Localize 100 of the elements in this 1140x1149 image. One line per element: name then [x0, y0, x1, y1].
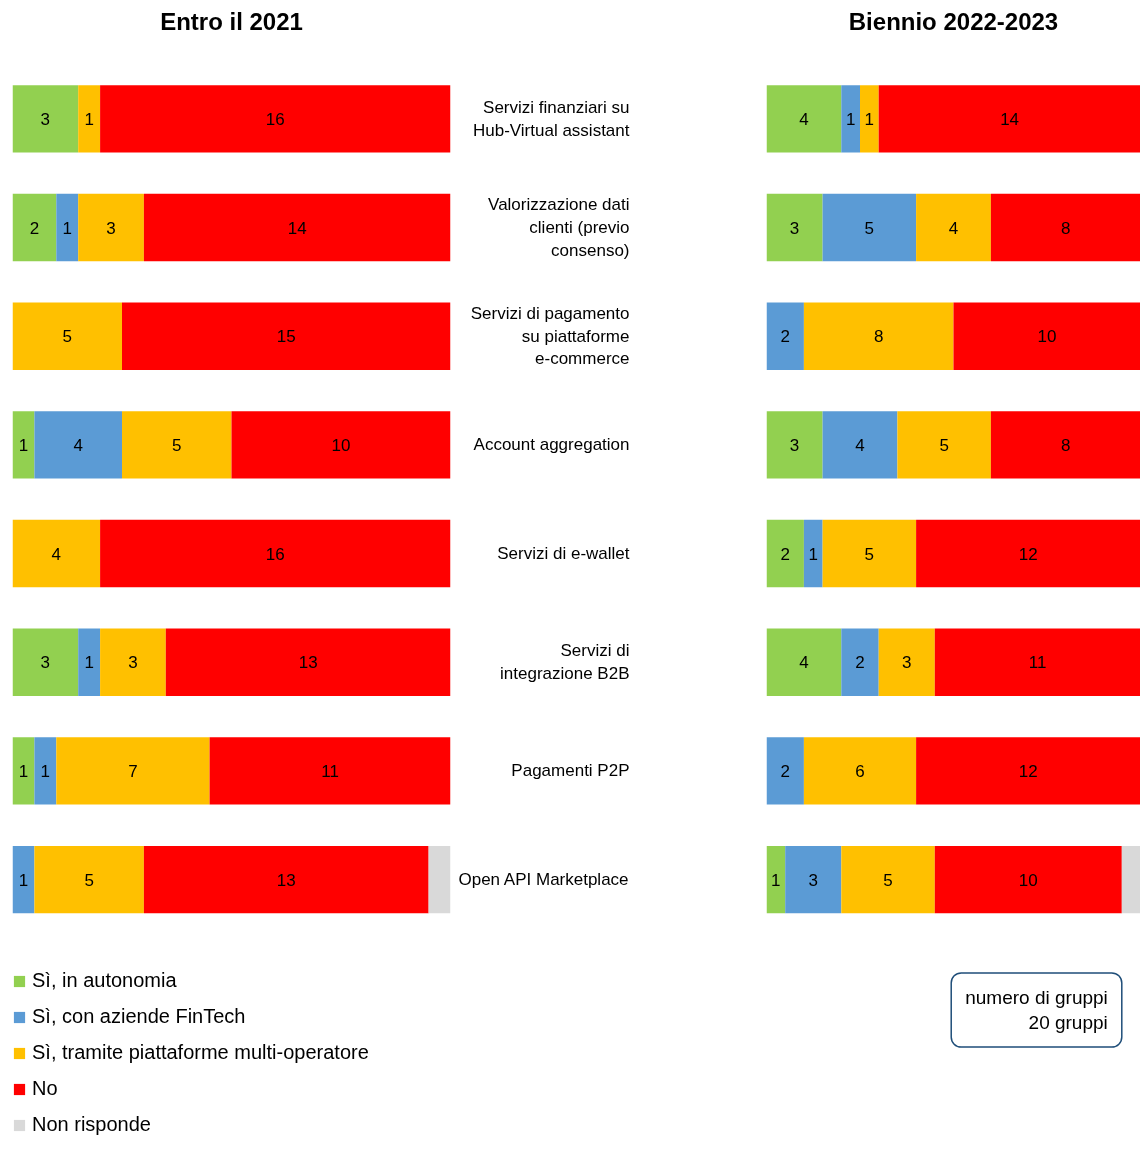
data-label: 1	[40, 761, 51, 781]
data-label: 5	[939, 435, 949, 455]
y-tick-label: Servizi di pagamento su piattaforme e-commerce	[470, 303, 630, 369]
data-label: 3	[40, 653, 51, 673]
data-label: 3	[128, 653, 138, 673]
data-label: 5	[864, 218, 875, 238]
data-label: 12	[1018, 544, 1038, 564]
bar	[766, 302, 804, 370]
bar	[822, 193, 917, 262]
data-label: 2	[780, 544, 790, 564]
data-label: 10	[331, 435, 351, 455]
data-label: 14	[1000, 109, 1020, 129]
legend-label: Sì, con aziende FinTech	[32, 1005, 246, 1028]
bar	[122, 411, 232, 479]
data-label: 4	[948, 218, 959, 238]
bar	[12, 411, 35, 479]
data-label: 1	[845, 109, 856, 129]
bar	[766, 737, 804, 805]
data-label: 3	[789, 218, 800, 238]
bar	[841, 628, 879, 696]
data-label: 11	[321, 761, 339, 781]
bar	[78, 85, 101, 153]
bar	[12, 193, 57, 262]
bar	[12, 302, 122, 370]
data-label: 1	[18, 435, 29, 455]
data-label: 1	[62, 218, 72, 238]
bar	[34, 845, 144, 914]
bar	[897, 411, 991, 479]
data-label: 3	[106, 218, 116, 238]
y-tick-label: Valorizzazione dati clienti (previo consenso)	[488, 195, 630, 260]
bar	[822, 411, 898, 479]
y-tick-label: Servizi di e-wallet	[497, 544, 630, 564]
data-label: 2	[29, 218, 40, 238]
bar	[12, 628, 79, 696]
data-label: 4	[799, 653, 809, 673]
data-label: 5	[84, 870, 94, 890]
bar	[878, 628, 935, 696]
bar	[766, 628, 842, 696]
chart-title: Entro il 2021	[160, 7, 303, 35]
y-tick-label: Account aggregation	[473, 435, 630, 455]
bar	[100, 628, 166, 696]
data-label: 1	[808, 544, 818, 564]
bar	[841, 85, 860, 153]
legend-label: Sì, tramite piattaforme multi-operatore	[32, 1041, 369, 1064]
legend-label: Sì, in autonomia	[32, 969, 177, 992]
data-label: 7	[128, 761, 138, 781]
bar	[934, 628, 1140, 696]
data-label: 5	[62, 327, 72, 347]
bar	[34, 411, 122, 479]
data-label: 2	[855, 653, 865, 673]
data-label: 11	[1028, 653, 1047, 673]
data-label: 1	[18, 870, 29, 890]
y-tick-label: Servizi di integrazione B2B	[500, 641, 630, 684]
bar	[766, 193, 823, 262]
bar	[428, 845, 451, 914]
data-label: 15	[276, 327, 296, 347]
bar	[916, 519, 1140, 588]
data-label: 8	[1060, 435, 1071, 455]
data-label: 1	[84, 653, 94, 673]
data-label: 16	[265, 109, 285, 129]
bar	[12, 845, 35, 914]
bar	[785, 845, 842, 914]
data-label: 1	[864, 109, 875, 129]
data-label: 4	[799, 109, 809, 129]
bar	[841, 845, 935, 914]
data-label: 1	[18, 761, 29, 781]
data-label: 6	[855, 761, 865, 781]
text: numero di gruppi 20 gruppi	[965, 986, 1108, 1034]
data-label: 8	[873, 327, 884, 347]
chart-title: Biennio 2022-2023	[848, 7, 1059, 35]
data-label: 1	[84, 109, 94, 129]
bar	[990, 411, 1140, 479]
bar	[100, 85, 451, 153]
data-label: 10	[1037, 327, 1057, 347]
bar	[990, 193, 1140, 262]
data-label: 2	[780, 761, 790, 781]
bar	[916, 737, 1140, 805]
data-label: 8	[1060, 218, 1071, 238]
bar	[12, 85, 79, 153]
bar	[822, 519, 917, 588]
bar	[143, 193, 451, 262]
data-label: 1	[771, 870, 781, 890]
bar	[766, 845, 786, 914]
bar	[803, 737, 917, 805]
bar	[122, 302, 451, 370]
bar	[56, 737, 210, 805]
data-label: 14	[287, 218, 307, 238]
bar	[860, 85, 879, 153]
bar	[12, 519, 101, 588]
bar	[165, 628, 451, 696]
data-label: 3	[808, 870, 818, 890]
bar	[231, 411, 451, 479]
bar	[916, 193, 991, 262]
bar	[934, 845, 1122, 914]
bar	[953, 302, 1140, 370]
y-tick-label: Servizi finanziari su Hub-Virtual assistant	[472, 97, 630, 140]
data-label: 5	[172, 435, 182, 455]
bar	[209, 737, 451, 805]
data-label: 13	[276, 870, 296, 890]
data-label: 3	[40, 109, 51, 129]
